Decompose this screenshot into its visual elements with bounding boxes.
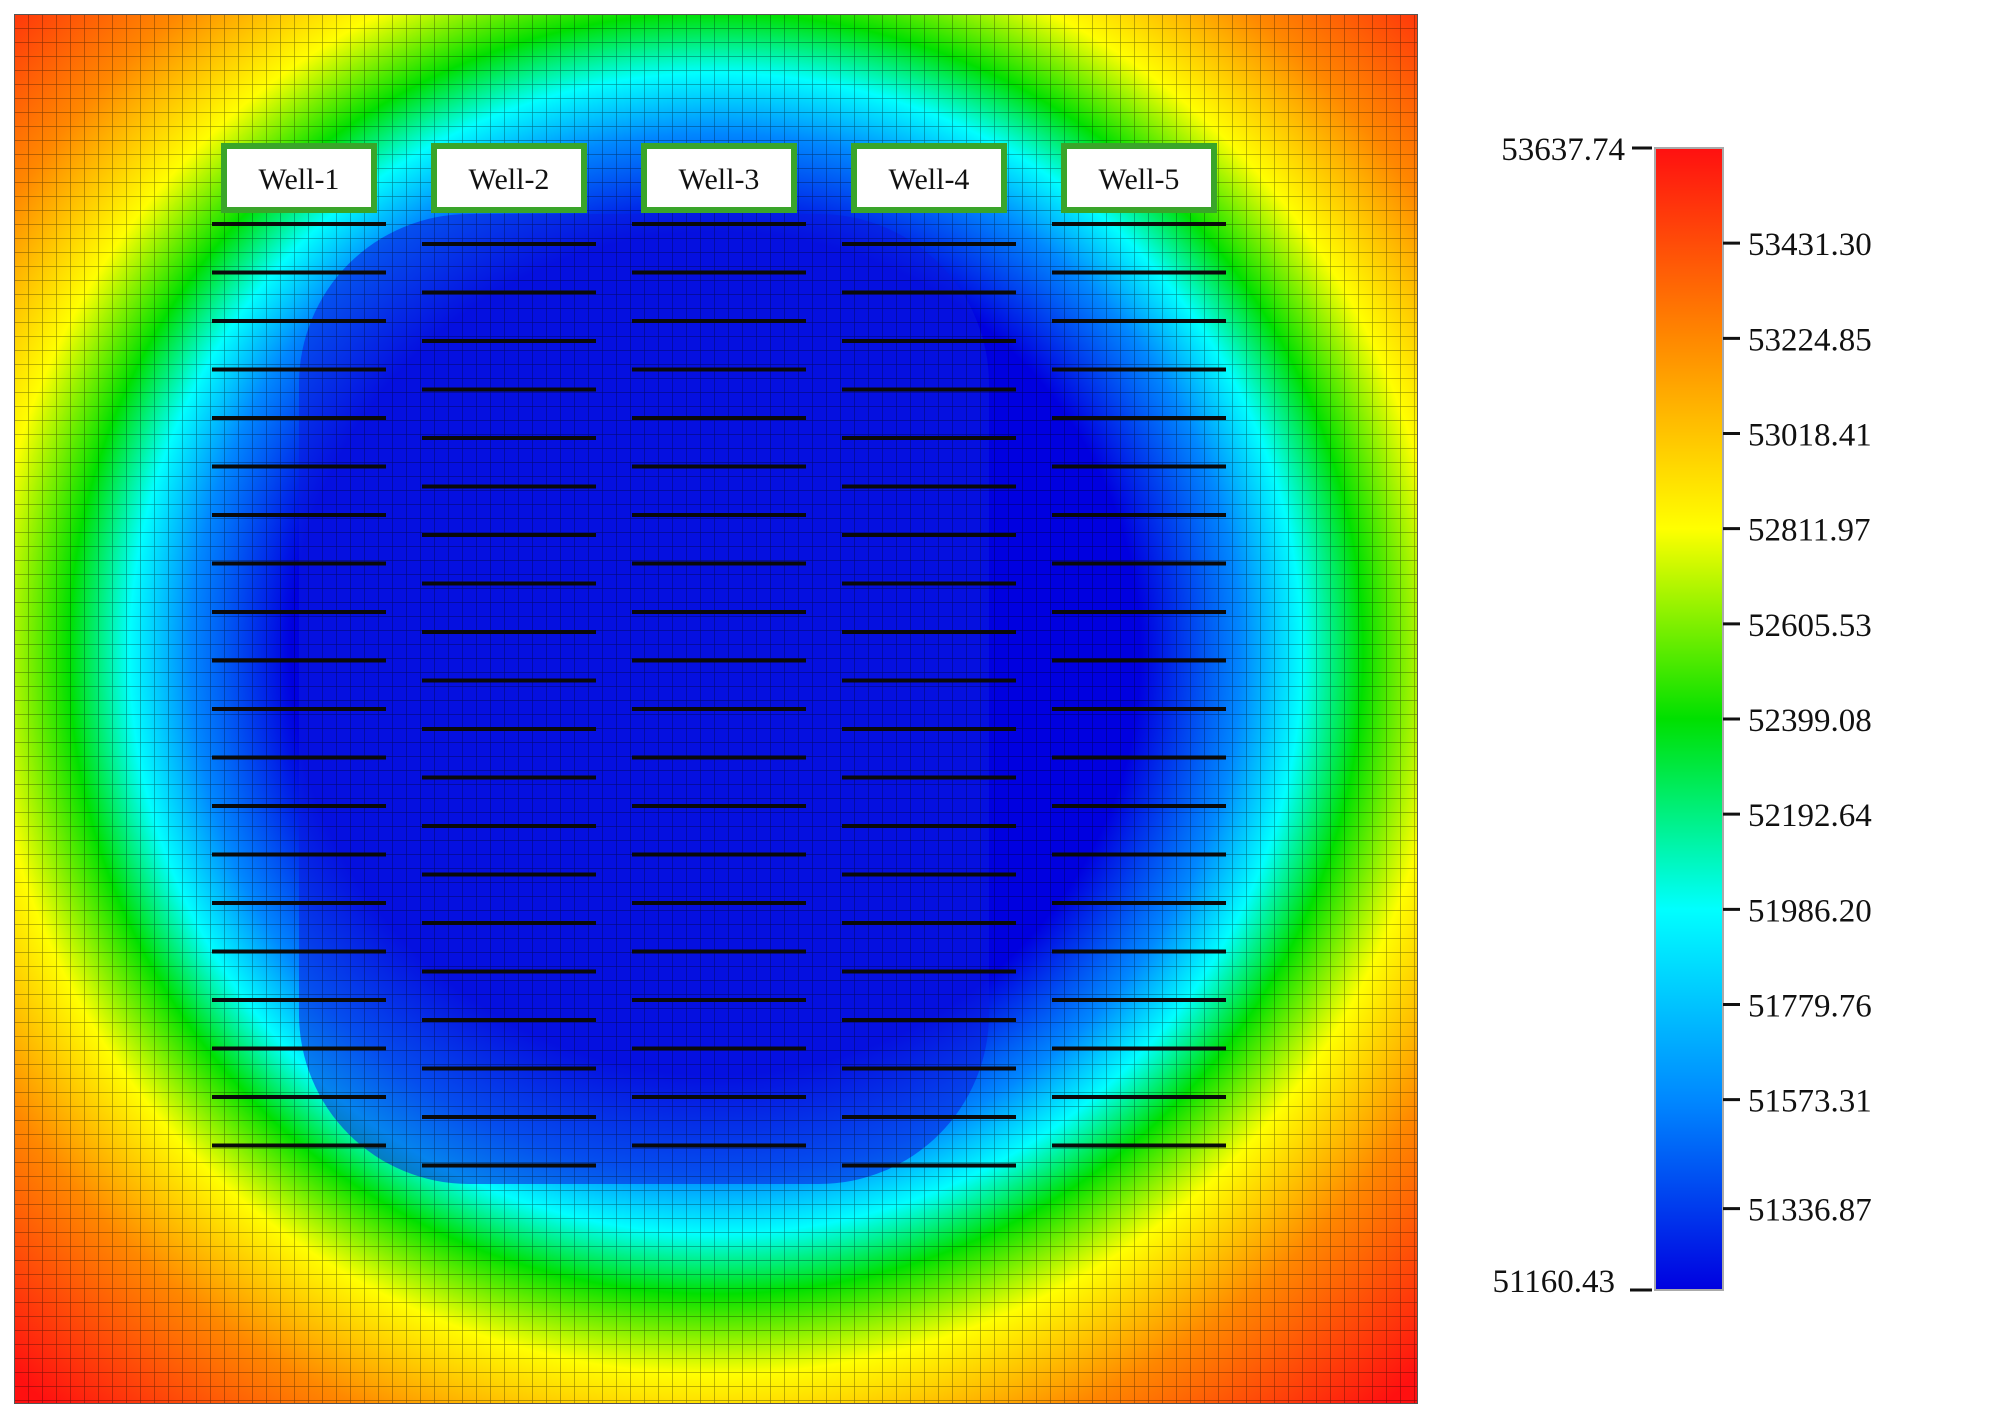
colorbar-tick-label: 51573.31 — [1748, 1084, 1872, 1120]
map-border — [14, 14, 1418, 1404]
colorbar-tick-label: 52399.08 — [1748, 703, 1872, 739]
pressure-map: Well-1 Well-2 Well-3 Well-4 Well-5 — [14, 14, 1418, 1404]
well-label: Well-1 — [259, 163, 340, 196]
well-label-box — [431, 143, 587, 213]
well-label-box — [851, 143, 1007, 213]
well-label-box — [1061, 143, 1217, 213]
well-label: Well-4 — [889, 163, 970, 196]
colorbar-gradient — [1654, 147, 1724, 1291]
colorbar-tick-label: 52605.53 — [1748, 608, 1872, 644]
colorbar-max-label: 53637.74 — [1501, 132, 1625, 168]
colorbar-ticks: 53431.30 53224.85 53018.41 52811.97 52605.53… — [1723, 227, 1872, 1229]
colorbar-tick-label: 53224.85 — [1748, 322, 1872, 358]
well-label: Well-2 — [469, 163, 550, 196]
well-label: Well-3 — [679, 163, 760, 196]
colorbar-tick-label: 51336.87 — [1748, 1193, 1872, 1229]
colorbar-min-label: 51160.43 — [1492, 1264, 1615, 1300]
colorbar-tick-label: 52192.64 — [1748, 798, 1872, 834]
colorbar-tick-label: 53431.30 — [1748, 227, 1872, 263]
colorbar-tick-label: 51986.20 — [1748, 893, 1872, 929]
colorbar-tick-label: 51779.76 — [1748, 988, 1872, 1024]
fracture-lines — [212, 222, 1226, 1168]
colorbar-tick-label: 53018.41 — [1748, 418, 1872, 454]
well-labels: Well-1 Well-2 Well-3 Well-4 Well-5 — [221, 143, 1217, 213]
well-label: Well-5 — [1099, 163, 1180, 196]
well-label-box — [641, 143, 797, 213]
colorbar-tick-label: 52811.97 — [1748, 513, 1871, 549]
well-label-box — [221, 143, 377, 213]
colorbar: 53431.30 53224.85 53018.41 52811.97 52605.53… — [1492, 132, 1872, 1300]
